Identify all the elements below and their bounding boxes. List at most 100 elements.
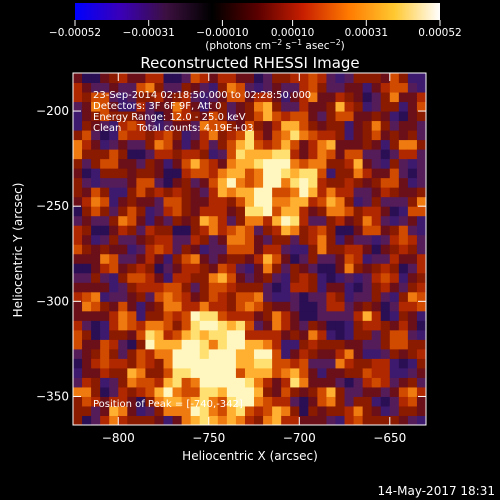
heatmap-cell — [407, 291, 418, 302]
heatmap-cell — [380, 206, 391, 217]
heatmap-cell — [73, 329, 83, 340]
heatmap-cell — [416, 101, 426, 112]
heatmap-cell — [136, 272, 146, 283]
heatmap-cell — [163, 253, 174, 264]
heatmap-cell — [335, 253, 346, 264]
heatmap-cell — [317, 234, 327, 245]
heatmap-cell — [208, 320, 219, 331]
heatmap-cell — [181, 244, 192, 255]
heatmap-cell — [163, 291, 174, 302]
heatmap-cell — [308, 73, 318, 84]
heatmap-cell — [91, 348, 101, 359]
heatmap-cell — [109, 282, 119, 293]
heatmap-cell — [244, 225, 255, 236]
heatmap-cell — [118, 348, 128, 359]
footer-timestamp: 14-May-2017 18:31 — [378, 484, 495, 498]
heatmap-cell — [190, 291, 201, 302]
heatmap-cell — [163, 149, 174, 160]
heatmap-cell — [235, 244, 246, 255]
heatmap-cell — [362, 386, 373, 397]
heatmap-cell — [235, 415, 246, 425]
heatmap-cell — [109, 73, 119, 84]
heatmap-cell — [362, 206, 373, 217]
peak-position-label: Position of Peak = [-740,-342] — [93, 399, 243, 410]
heatmap-cell — [244, 291, 255, 302]
heatmap-cell — [235, 358, 246, 369]
heatmap-cell — [217, 377, 228, 388]
heatmap-cell — [109, 348, 119, 359]
heatmap-cell — [299, 130, 309, 141]
heatmap-cell — [299, 168, 309, 179]
heatmap-cell — [344, 377, 355, 388]
heatmap-cell — [118, 149, 128, 160]
heatmap-cell — [199, 282, 210, 293]
heatmap-cell — [362, 187, 373, 198]
heatmap-cell — [281, 310, 291, 321]
heatmap-cell — [407, 196, 418, 207]
heatmap-cell — [217, 149, 228, 160]
heatmap-cell — [91, 301, 101, 312]
heatmap-cell — [317, 415, 327, 425]
heatmap-cell — [91, 339, 101, 350]
heatmap-cell — [181, 386, 192, 397]
heatmap-cell — [362, 415, 373, 425]
heatmap-cell — [181, 130, 192, 141]
heatmap-cell — [299, 206, 309, 217]
heatmap-cell — [398, 225, 409, 236]
heatmap-cell — [235, 377, 246, 388]
heatmap-cell — [353, 101, 364, 112]
heatmap-cell — [272, 82, 282, 93]
heatmap-cell — [263, 386, 273, 397]
heatmap-cell — [91, 367, 101, 378]
heatmap-cell — [335, 130, 346, 141]
heatmap-cell — [308, 177, 318, 188]
heatmap-cell — [199, 206, 210, 217]
heatmap-cell — [199, 111, 210, 122]
heatmap-cell — [389, 291, 400, 302]
heatmap-cell — [226, 82, 237, 93]
heatmap-cell — [208, 168, 219, 179]
colorbar-tick-label: −0.00031 — [123, 27, 175, 39]
heatmap-cell — [344, 282, 355, 293]
heatmap-cell — [281, 168, 291, 179]
heatmap-cell — [235, 92, 246, 103]
heatmap-cell — [100, 367, 110, 378]
heatmap-cell — [118, 168, 128, 179]
heatmap-cell — [344, 367, 355, 378]
heatmap-cell — [82, 177, 92, 188]
heatmap-cell — [272, 282, 282, 293]
heatmap-cell — [407, 82, 418, 93]
heatmap-cell — [371, 396, 382, 407]
heatmap-cell — [226, 149, 237, 160]
heatmap-cell — [217, 358, 228, 369]
heatmap-cell — [226, 301, 237, 312]
heatmap-cell — [380, 396, 391, 407]
heatmap-cell — [136, 73, 146, 84]
heatmap-cell — [163, 177, 174, 188]
heatmap-cell — [380, 301, 391, 312]
heatmap-cell — [100, 101, 110, 112]
heatmap-cell — [136, 377, 146, 388]
heatmap-cell — [272, 320, 282, 331]
heatmap-cell — [244, 263, 255, 274]
heatmap-cell — [254, 158, 264, 169]
heatmap-cell — [416, 196, 426, 207]
heatmap-cell — [407, 158, 418, 169]
heatmap-cell — [263, 73, 273, 84]
heatmap-cell — [145, 244, 155, 255]
heatmap-cell — [145, 253, 155, 264]
heatmap-cell — [235, 329, 246, 340]
heatmap-cell — [190, 396, 201, 407]
heatmap-cell — [272, 244, 282, 255]
heatmap-cell — [317, 367, 327, 378]
heatmap-cell — [335, 168, 346, 179]
colorbar — [75, 3, 440, 20]
heatmap-cell — [380, 282, 391, 293]
heatmap-cell — [217, 158, 228, 169]
heatmap-cell — [272, 225, 282, 236]
heatmap-cell — [172, 386, 183, 397]
heatmap-cell — [226, 101, 237, 112]
heatmap-cell — [145, 168, 155, 179]
heatmap-cell — [109, 253, 119, 264]
y-axis-tick-labels: −200 −250 −300 −350 — [36, 104, 69, 403]
